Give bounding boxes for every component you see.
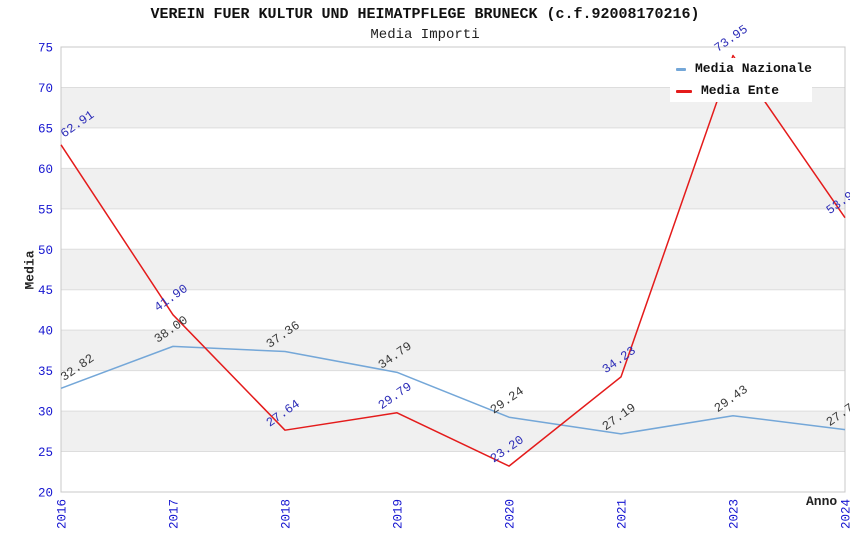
y-tick-label: 20 xyxy=(38,487,53,501)
legend-label: Media Ente xyxy=(701,83,780,98)
y-tick-label: 35 xyxy=(38,365,53,379)
y-tick-label: 75 xyxy=(38,42,53,56)
y-tick-label: 50 xyxy=(38,244,53,258)
x-tick-label: 2017 xyxy=(168,499,182,529)
y-tick-label: 30 xyxy=(38,406,53,420)
y-tick-label: 65 xyxy=(38,122,53,136)
legend-swatch-blue-line-icon xyxy=(676,67,686,71)
x-tick-label: 2016 xyxy=(56,499,70,529)
grid-band xyxy=(61,168,845,209)
y-tick-label: 60 xyxy=(38,163,53,177)
x-axis-label: Anno xyxy=(806,494,838,509)
y-tick-label: 25 xyxy=(38,446,53,460)
x-tick-label: 2020 xyxy=(504,499,518,529)
series-line-media-nazionale xyxy=(60,345,846,435)
legend-swatch-red-line-icon xyxy=(676,89,692,93)
legend-label: Media Nazionale xyxy=(694,61,812,76)
plot-border xyxy=(60,46,846,493)
grid-band xyxy=(61,127,845,169)
grid-band xyxy=(61,411,845,452)
y-tick-label: 45 xyxy=(38,284,53,298)
x-tick-label: 2018 xyxy=(280,499,294,529)
legend-item-media-nazionale: Media Nazionale xyxy=(676,61,812,77)
grid-band xyxy=(61,208,845,250)
legend: Media Nazionale Media Ente xyxy=(670,58,812,102)
x-tick-label: 2019 xyxy=(392,499,406,529)
grid-band xyxy=(61,249,845,290)
chart-subtitle: Media Importi xyxy=(370,27,480,43)
y-tick-label: 55 xyxy=(38,203,53,217)
legend-item-media-ente: Media Ente xyxy=(676,83,812,99)
x-tick-label: 2024 xyxy=(840,499,850,529)
chart-title: VEREIN FUER KULTUR UND HEIMATPFLEGE BRUN… xyxy=(150,6,700,23)
grid-band xyxy=(61,330,845,371)
y-tick-label: 40 xyxy=(38,325,53,339)
grid-band xyxy=(61,289,845,331)
x-tick-label: 2023 xyxy=(728,499,742,529)
grid-band xyxy=(61,370,845,412)
y-tick-label: 70 xyxy=(38,82,53,96)
grid-band xyxy=(61,451,845,492)
series-line-media-ente xyxy=(60,54,846,467)
x-tick-label: 2021 xyxy=(616,499,630,529)
